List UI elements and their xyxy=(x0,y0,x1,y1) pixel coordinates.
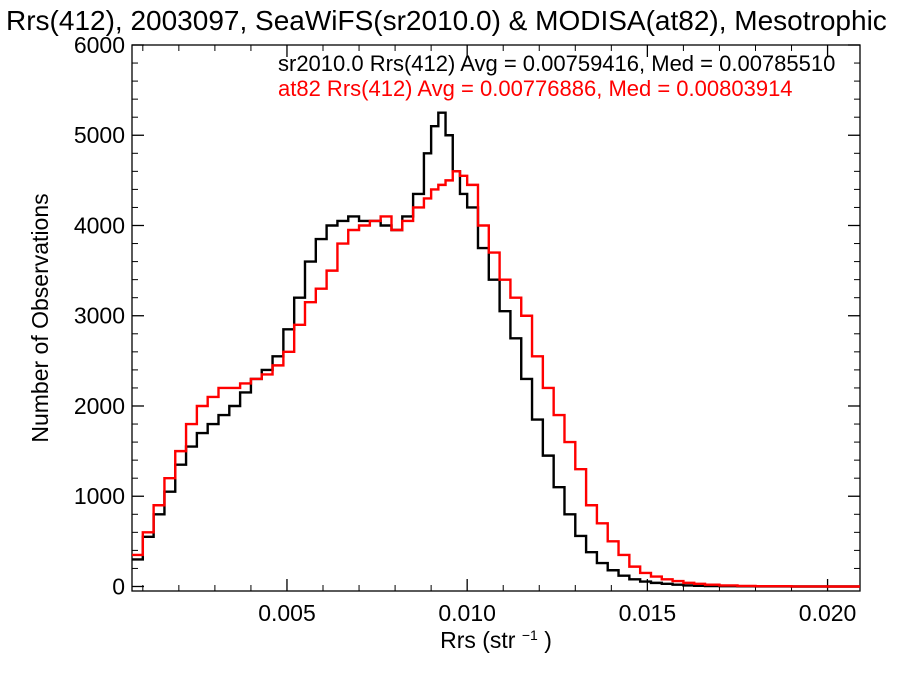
x-axis-label: Rrs (str −1 ) xyxy=(440,627,552,653)
chart-title: Rrs(412), 2003097, SeaWiFS(sr2010.0) & M… xyxy=(6,5,887,36)
y-tick-label: 0 xyxy=(112,573,125,599)
y-axis-ticks: 0 1000 2000 3000 4000 5000 6000 xyxy=(74,32,860,599)
series-line-at82 xyxy=(132,170,860,588)
y-tick-label: 5000 xyxy=(74,122,125,148)
y-tick-label: 4000 xyxy=(74,212,125,238)
x-tick-label: 0.005 xyxy=(258,600,316,626)
y-tick-label: 2000 xyxy=(74,393,125,419)
y-axis-label: Number of Observations xyxy=(27,193,53,442)
x-axis-label-main: Rrs (str xyxy=(440,627,516,653)
x-axis-label-close: ) xyxy=(544,627,552,653)
x-tick-label: 0.015 xyxy=(619,600,677,626)
y-tick-label: 6000 xyxy=(74,32,125,58)
series-layer xyxy=(132,111,860,588)
legend-entry-at82: at82 Rrs(412) Avg = 0.00776886, Med = 0.… xyxy=(278,76,793,101)
x-axis-ticks: 0.005 0.010 0.015 0.020 xyxy=(142,45,857,626)
legend-entry-sr2010: sr2010.0 Rrs(412) Avg = 0.00759416, Med … xyxy=(278,51,835,76)
x-tick-label: 0.010 xyxy=(438,600,496,626)
x-axis-label-superscript: −1 xyxy=(522,627,538,643)
plot-frame xyxy=(131,44,861,592)
y-tick-label: 1000 xyxy=(74,483,125,509)
x-tick-label: 0.020 xyxy=(799,600,857,626)
y-tick-label: 3000 xyxy=(74,303,125,329)
series-line-sr2010-0 xyxy=(132,111,860,588)
